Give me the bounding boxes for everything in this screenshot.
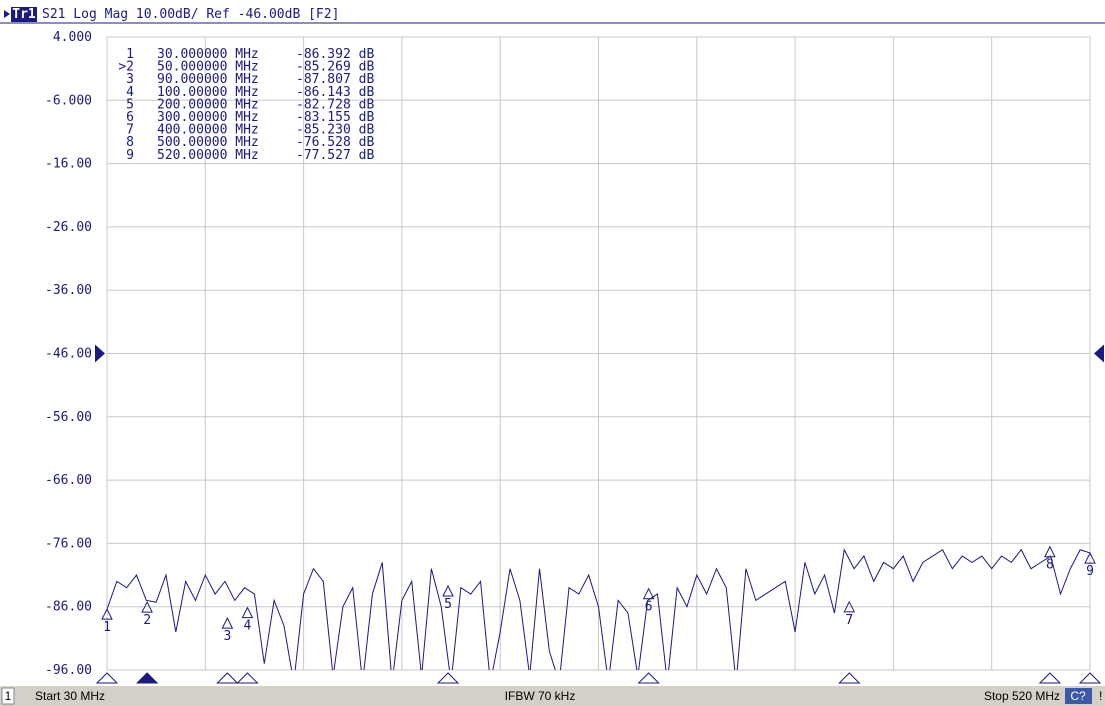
marker-table-frequency: 30.000000 MHz — [157, 47, 259, 62]
marker-position-flag — [135, 672, 159, 684]
marker-position-flag — [436, 672, 460, 684]
marker-table-value: -87.807 dB — [296, 72, 374, 87]
marker-table-frequency: 50.000000 MHz — [157, 60, 259, 75]
marker-table-id: 9 — [126, 148, 134, 163]
status-flag: ! — [1099, 689, 1102, 703]
ref-arrow-left — [95, 344, 105, 363]
marker-table-id: 5 — [126, 97, 134, 112]
y-tick-label: -46.00 — [45, 347, 92, 362]
marker-label: 1 — [103, 620, 111, 635]
marker-table-id: 3 — [126, 72, 134, 87]
y-tick-label: -76.00 — [45, 536, 92, 551]
marker-position-flag — [236, 672, 259, 684]
marker-table-frequency: 300.00000 MHz — [157, 110, 259, 125]
marker-label: 8 — [1046, 558, 1054, 573]
y-tick-label: -36.00 — [45, 283, 92, 298]
trace-badge[interactable] — [11, 7, 37, 22]
marker — [141, 600, 153, 613]
marker-table-value: -83.155 dB — [296, 110, 374, 125]
marker-table-value: -77.527 dB — [296, 148, 374, 163]
marker-position-flag — [1078, 672, 1102, 684]
marker — [642, 587, 655, 600]
status-bar — [0, 686, 1105, 706]
marker-table-id: >2 — [118, 60, 134, 75]
marker-table-frequency: 90.000000 MHz — [157, 72, 259, 87]
marker-table-id: 7 — [126, 123, 134, 138]
y-tick-label: -6.000 — [45, 93, 92, 108]
marker-position-flag — [95, 672, 119, 684]
start-frequency[interactable]: Start 30 MHz — [35, 689, 105, 703]
y-tick-label: -66.00 — [45, 473, 92, 488]
marker-label: 9 — [1086, 564, 1094, 579]
marker-table-frequency: 500.00000 MHz — [157, 135, 259, 150]
marker — [1044, 545, 1056, 558]
marker-table-value: -85.230 dB — [296, 123, 374, 138]
marker-table-value: -86.392 dB — [296, 47, 374, 62]
y-tick-label: -96.00 — [45, 663, 92, 678]
marker-label: 2 — [143, 613, 151, 628]
marker-label: 6 — [645, 600, 653, 615]
stop-frequency[interactable]: Stop 520 MHz — [984, 689, 1060, 703]
marker-table-frequency: 200.00000 MHz — [157, 97, 259, 112]
marker-label: 7 — [845, 613, 853, 628]
marker — [442, 584, 454, 597]
marker-table-value: -82.728 dB — [296, 97, 374, 112]
marker — [241, 606, 254, 619]
marker — [101, 608, 113, 620]
y-tick-label: 4.000 — [53, 30, 92, 45]
cal-status: C? — [1070, 689, 1086, 703]
marker-table-frequency: 520.00000 MHz — [157, 148, 259, 163]
marker-position-flag — [838, 672, 861, 684]
channel-number: 1 — [5, 689, 12, 703]
trace-label: Tr1 — [12, 7, 36, 22]
ref-arrow-right — [1094, 344, 1104, 363]
cal-box[interactable] — [1065, 688, 1092, 704]
marker-table-value: -76.528 dB — [296, 135, 374, 150]
marker-position-flag — [637, 672, 660, 684]
y-tick-label: -56.00 — [45, 410, 92, 425]
marker-position-flag — [216, 672, 239, 684]
marker-table-id: 8 — [126, 135, 134, 150]
marker-table-frequency: 100.00000 MHz — [157, 85, 259, 100]
marker-table-value: -86.143 dB — [296, 85, 374, 100]
marker — [221, 617, 234, 629]
marker-table-id: 4 — [126, 85, 134, 100]
marker-label: 3 — [223, 629, 231, 644]
marker-table-value: -85.269 dB — [296, 60, 374, 75]
marker-position-flag — [1038, 672, 1062, 684]
marker-table-id: 6 — [126, 110, 134, 125]
y-tick-label: -16.00 — [45, 157, 92, 172]
marker — [843, 600, 856, 613]
marker-table-id: 1 — [126, 47, 134, 62]
marker-table-frequency: 400.00000 MHz — [157, 123, 259, 138]
channel-box[interactable] — [1, 687, 15, 705]
y-tick-label: -26.00 — [45, 220, 92, 235]
chart-title: S21 Log Mag 10.00dB/ Ref -46.00dB [F2] — [42, 7, 339, 22]
y-tick-label: -86.00 — [45, 600, 92, 615]
ifbw[interactable]: IFBW 70 kHz — [505, 689, 576, 703]
marker — [1084, 551, 1096, 564]
marker-label: 5 — [444, 597, 452, 612]
trace-line — [107, 548, 1090, 670]
marker-label: 4 — [244, 619, 252, 634]
trace-pointer — [4, 10, 10, 18]
